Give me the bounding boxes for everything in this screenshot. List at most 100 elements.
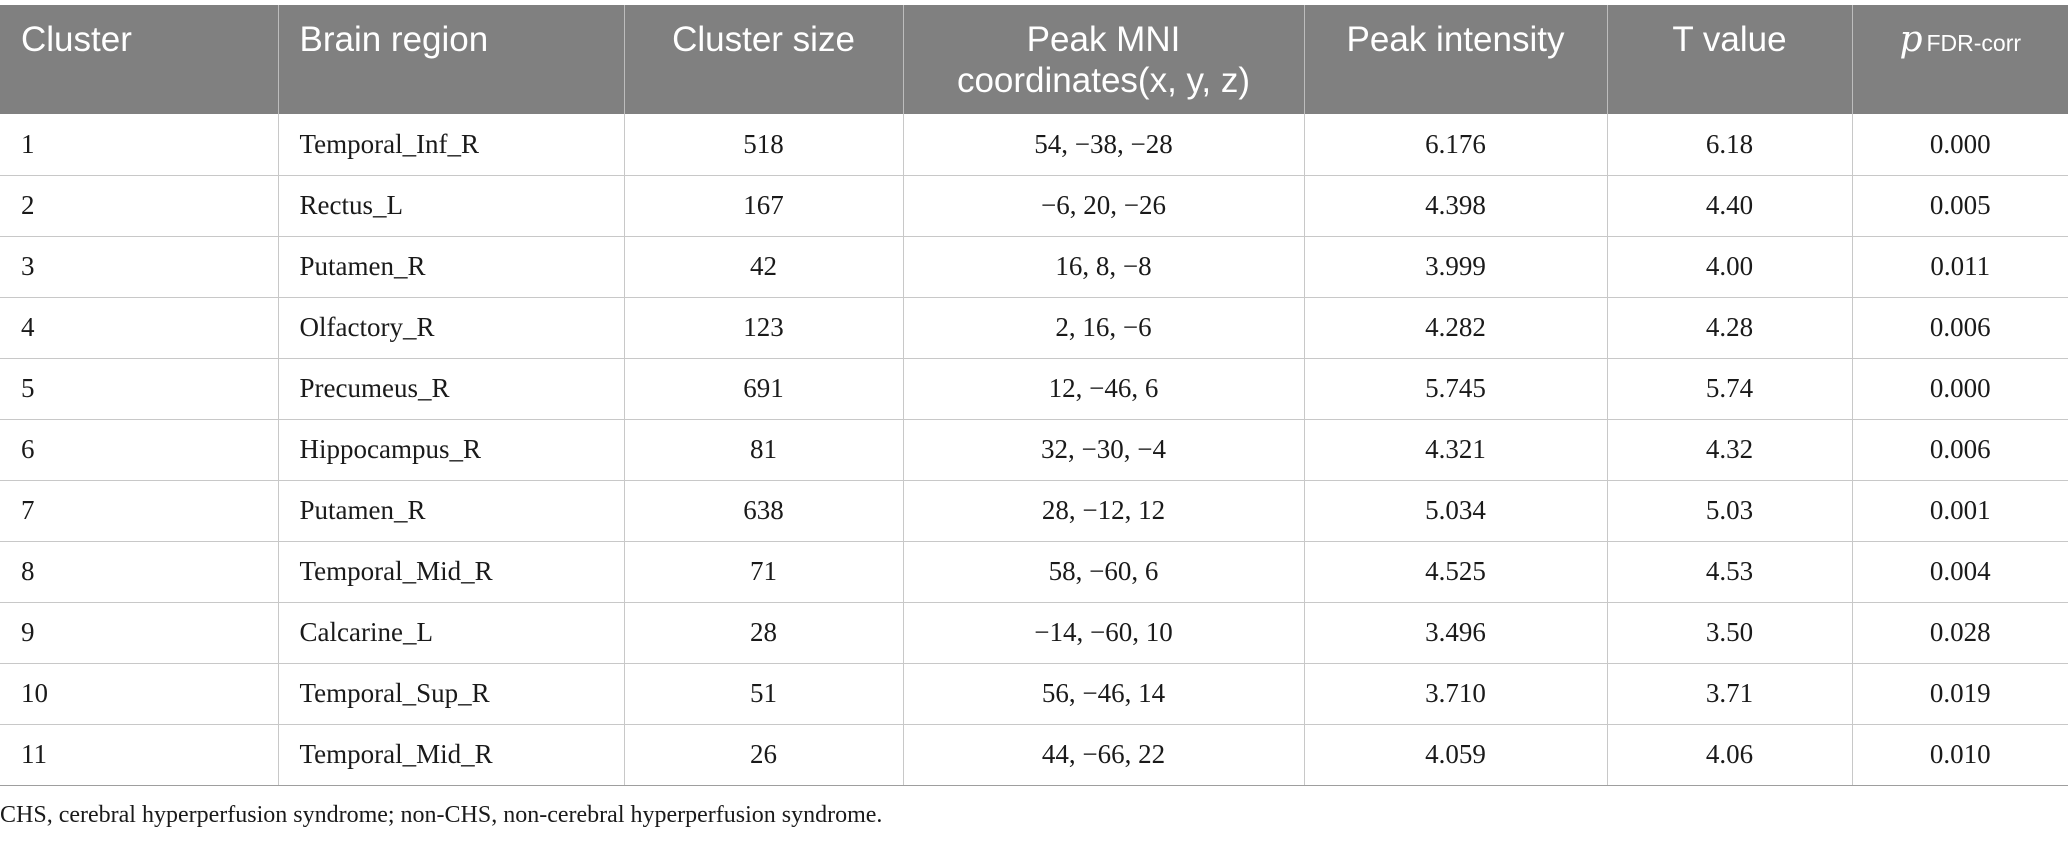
table-row: 8 Temporal_Mid_R 71 58, −60, 6 4.525 4.53 0.00… [0, 541, 2068, 603]
cell-cluster: 2 [0, 175, 279, 237]
table-row: 5 Precumeus_R 691 12, −46, 6 5.745 5.74 0.000 [0, 358, 2068, 420]
table-row: 3 Putamen_R 42 16, 8, −8 3.999 4.00 0.011 [0, 236, 2068, 298]
cell-peak-intensity: 4.321 [1304, 419, 1608, 481]
cell-cluster: 8 [0, 541, 279, 603]
header-p-subscript: FDR-corr [1926, 30, 2022, 56]
table-row: 10 Temporal_Sup_R 51 56, −46, 14 3.710 3.71 0.… [0, 663, 2068, 725]
cell-cluster: 9 [0, 602, 279, 664]
table-row: 9 Calcarine_L 28 −14, −60, 10 3.496 3.50 0.028 [0, 602, 2068, 664]
cell-peak-intensity: 4.398 [1304, 175, 1608, 237]
cell-peak-mni: 44, −66, 22 [903, 724, 1305, 786]
cell-peak-intensity: 4.525 [1304, 541, 1608, 603]
cell-cluster: 10 [0, 663, 279, 725]
cell-peak-mni: 58, −60, 6 [903, 541, 1305, 603]
header-peak-mni-line1: Peak MNI [1026, 20, 1181, 59]
cell-p-fdr: 0.006 [1852, 419, 2068, 481]
cell-peak-mni: 16, 8, −8 [903, 236, 1305, 298]
header-brain-region: Brain region [278, 5, 625, 114]
cell-peak-mni: 12, −46, 6 [903, 358, 1305, 420]
cell-cluster-size: 81 [624, 419, 904, 481]
cell-peak-intensity: 5.745 [1304, 358, 1608, 420]
header-p-symbol: p [1899, 19, 1923, 60]
cell-brain-region: Hippocampus_R [278, 419, 625, 481]
cell-peak-mni: 28, −12, 12 [903, 480, 1305, 542]
header-cluster: Cluster [0, 5, 279, 114]
cell-p-fdr: 0.006 [1852, 297, 2068, 359]
cell-cluster-size: 71 [624, 541, 904, 603]
cell-cluster-size: 167 [624, 175, 904, 237]
cell-p-fdr: 0.010 [1852, 724, 2068, 786]
cell-p-fdr: 0.001 [1852, 480, 2068, 542]
results-table-container: Cluster Brain region Cluster size Peak M… [0, 5, 2068, 786]
header-t-value: T value [1607, 5, 1853, 114]
header-cluster-size: Cluster size [624, 5, 904, 114]
table-header: Cluster Brain region Cluster size Peak M… [0, 5, 2068, 114]
cell-brain-region: Olfactory_R [278, 297, 625, 359]
cell-peak-intensity: 3.999 [1304, 236, 1608, 298]
cell-cluster-size: 51 [624, 663, 904, 725]
cell-brain-region: Temporal_Inf_R [278, 114, 625, 176]
cell-p-fdr: 0.004 [1852, 541, 2068, 603]
cell-brain-region: Calcarine_L [278, 602, 625, 664]
table-footnote: CHS, cerebral hyperperfusion syndrome; n… [0, 802, 883, 828]
cell-t-value: 4.53 [1607, 541, 1853, 603]
cell-t-value: 4.06 [1607, 724, 1853, 786]
cell-peak-mni: 2, 16, −6 [903, 297, 1305, 359]
cell-t-value: 6.18 [1607, 114, 1853, 176]
cell-t-value: 4.28 [1607, 297, 1853, 359]
cell-brain-region: Temporal_Mid_R [278, 724, 625, 786]
cell-cluster-size: 123 [624, 297, 904, 359]
cell-peak-intensity: 4.059 [1304, 724, 1608, 786]
table-row: 7 Putamen_R 638 28, −12, 12 5.034 5.03 0.001 [0, 480, 2068, 542]
cell-peak-mni: 54, −38, −28 [903, 114, 1305, 176]
cell-cluster: 7 [0, 480, 279, 542]
results-table: Cluster Brain region Cluster size Peak M… [0, 5, 2068, 786]
cell-brain-region: Temporal_Sup_R [278, 663, 625, 725]
cell-cluster-size: 518 [624, 114, 904, 176]
header-peak-mni: Peak MNI coordinates(x, y, z) [903, 5, 1305, 114]
cell-t-value: 3.71 [1607, 663, 1853, 725]
cell-brain-region: Rectus_L [278, 175, 625, 237]
cell-cluster: 1 [0, 114, 279, 176]
cell-cluster-size: 638 [624, 480, 904, 542]
cell-t-value: 5.74 [1607, 358, 1853, 420]
cell-peak-intensity: 3.710 [1304, 663, 1608, 725]
table-row: 6 Hippocampus_R 81 32, −30, −4 4.321 4.32 0.00… [0, 419, 2068, 481]
cell-cluster: 4 [0, 297, 279, 359]
table-row: 1 Temporal_Inf_R 518 54, −38, −28 6.176 6.18 0… [0, 114, 2068, 176]
cell-t-value: 4.40 [1607, 175, 1853, 237]
cell-t-value: 4.32 [1607, 419, 1853, 481]
cell-peak-intensity: 3.496 [1304, 602, 1608, 664]
cell-t-value: 4.00 [1607, 236, 1853, 298]
cell-peak-intensity: 6.176 [1304, 114, 1608, 176]
cell-peak-intensity: 4.282 [1304, 297, 1608, 359]
table-row: 2 Rectus_L 167 −6, 20, −26 4.398 4.40 0.005 [0, 175, 2068, 237]
cell-brain-region: Putamen_R [278, 236, 625, 298]
cell-cluster-size: 42 [624, 236, 904, 298]
cell-peak-mni: −14, −60, 10 [903, 602, 1305, 664]
cell-p-fdr: 0.019 [1852, 663, 2068, 725]
cell-cluster-size: 28 [624, 602, 904, 664]
cell-cluster: 6 [0, 419, 279, 481]
cell-p-fdr: 0.011 [1852, 236, 2068, 298]
cell-p-fdr: 0.000 [1852, 114, 2068, 176]
cell-p-fdr: 0.000 [1852, 358, 2068, 420]
cell-peak-mni: 56, −46, 14 [903, 663, 1305, 725]
table-body: 1 Temporal_Inf_R 518 54, −38, −28 6.176 6.18 0… [0, 114, 2068, 786]
cell-p-fdr: 0.005 [1852, 175, 2068, 237]
cell-brain-region: Precumeus_R [278, 358, 625, 420]
cell-t-value: 5.03 [1607, 480, 1853, 542]
header-peak-mni-line2: coordinates(x, y, z) [956, 61, 1251, 100]
cell-t-value: 3.50 [1607, 602, 1853, 664]
cell-cluster: 5 [0, 358, 279, 420]
header-peak-intensity: Peak intensity [1304, 5, 1608, 114]
cell-p-fdr: 0.028 [1852, 602, 2068, 664]
cell-brain-region: Temporal_Mid_R [278, 541, 625, 603]
cell-peak-mni: −6, 20, −26 [903, 175, 1305, 237]
table-row: 11 Temporal_Mid_R 26 44, −66, 22 4.059 4.06 0.… [0, 724, 2068, 786]
cell-cluster: 3 [0, 236, 279, 298]
cell-peak-intensity: 5.034 [1304, 480, 1608, 542]
cell-brain-region: Putamen_R [278, 480, 625, 542]
cell-cluster-size: 26 [624, 724, 904, 786]
header-row: Cluster Brain region Cluster size Peak M… [0, 5, 2068, 114]
